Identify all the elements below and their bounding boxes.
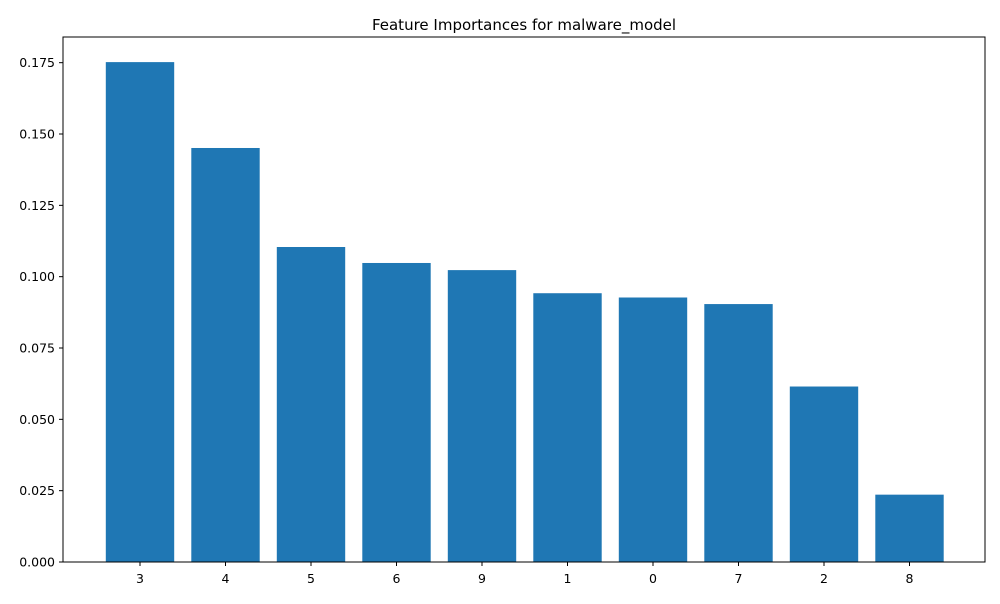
y-axis: 0.000 0.025 0.050 0.075 0.100 0.125 0.150 0.175 — [19, 55, 63, 570]
x-tick-label: 2 — [820, 571, 828, 586]
bar-feature-8 — [875, 494, 944, 562]
bar-feature-9 — [447, 270, 517, 562]
bar-feature-1 — [533, 293, 602, 562]
bar-feature-3 — [105, 62, 175, 563]
x-tick-label: 3 — [136, 571, 144, 586]
x-tick-label: 5 — [307, 571, 315, 586]
x-tick-label: 4 — [222, 571, 230, 586]
bar-feature-0 — [618, 297, 688, 562]
y-tick-label: 0.150 — [19, 127, 55, 142]
bar-feature-4 — [191, 147, 260, 563]
x-tick-label: 9 — [478, 571, 486, 586]
chart-title: Feature Importances for malware_model — [372, 16, 676, 35]
y-tick-label: 0.000 — [19, 555, 55, 570]
x-axis: 3 4 5 6 9 1 0 7 2 8 — [136, 562, 914, 586]
y-tick-label: 0.175 — [19, 55, 55, 70]
plot-frame — [62, 36, 986, 563]
y-tick-label: 0.025 — [19, 483, 55, 498]
bar-feature-5 — [276, 247, 346, 562]
bars-layer — [105, 62, 944, 563]
y-tick-label: 0.050 — [19, 412, 55, 427]
bar-feature-2 — [789, 386, 859, 562]
y-tick-label: 0.075 — [19, 341, 55, 356]
x-tick-label: 7 — [735, 571, 743, 586]
x-tick-label: 6 — [393, 571, 401, 586]
x-tick-label: 1 — [564, 571, 572, 586]
y-tick-label: 0.100 — [19, 269, 55, 284]
x-tick-label: 8 — [906, 571, 914, 586]
x-tick-label: 0 — [649, 571, 657, 586]
bar-feature-6 — [362, 262, 431, 562]
bar-feature-7 — [704, 304, 773, 562]
y-tick-label: 0.125 — [19, 198, 55, 213]
